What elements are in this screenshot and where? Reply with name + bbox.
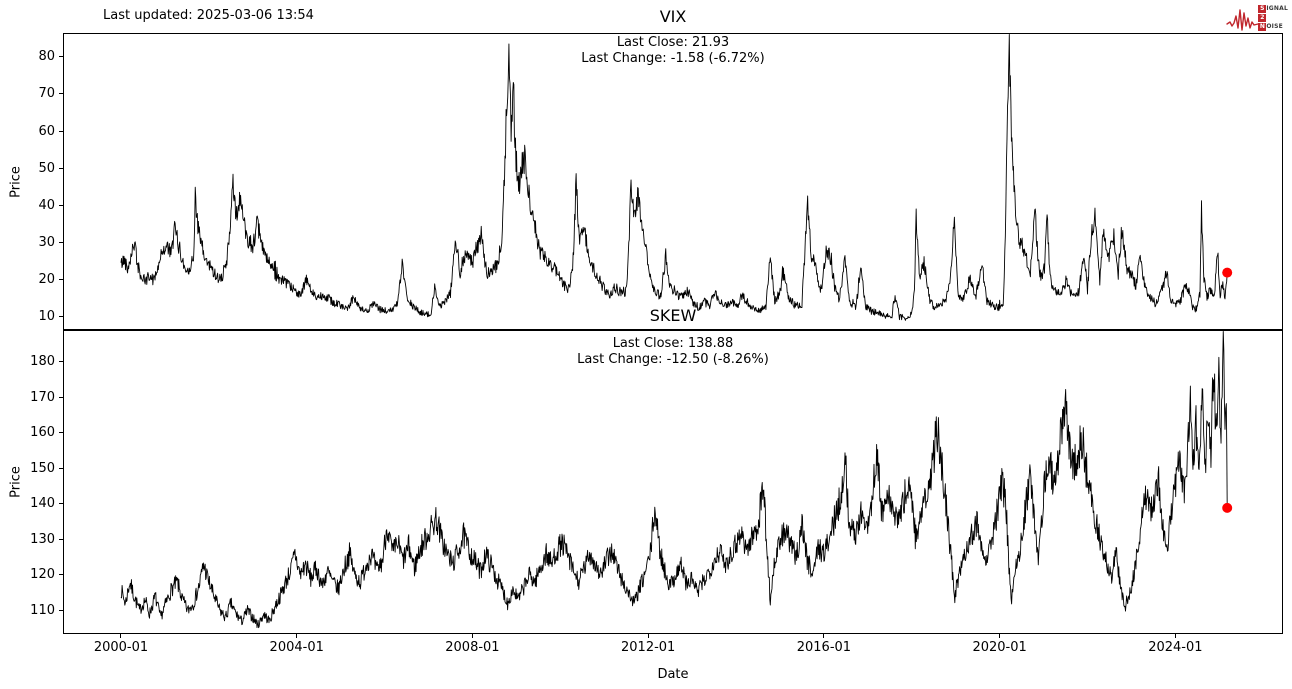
x-tick-mark: [1174, 634, 1176, 638]
y-tick-label: 110: [30, 603, 55, 619]
y-tick-label: 40: [38, 197, 55, 213]
x-tick-label: 2008-01: [445, 640, 500, 655]
y-tick-mark: [59, 204, 63, 206]
y-tick-mark: [59, 396, 63, 398]
y-tick-mark: [59, 432, 63, 434]
x-tick-label: 2000-01: [93, 640, 149, 655]
y-tick-label: 150: [30, 460, 55, 476]
x-tick-mark: [823, 634, 825, 638]
y-tick-mark: [59, 361, 63, 363]
y-tick-mark: [59, 242, 63, 244]
x-tick-mark: [471, 634, 473, 638]
y-tick-label: 120: [30, 567, 55, 583]
y-tick-mark: [59, 167, 63, 169]
y-tick-label: 10: [38, 309, 55, 325]
y-tick-mark: [59, 503, 63, 505]
last-updated-label: Last updated: 2025-03-06 13:54: [103, 8, 314, 23]
logo-row-signal: S IGNAL: [1258, 5, 1288, 13]
skew-plot-area: [63, 330, 1283, 634]
heartbeat-icon: [1226, 9, 1260, 31]
x-tick-label: 2004-01: [269, 640, 324, 655]
logo-wordmark: S IGNAL 2 N OISE: [1258, 5, 1288, 31]
logo-badge-2: 2: [1258, 14, 1267, 22]
logo-row-2: 2: [1258, 14, 1288, 22]
x-tick-mark: [120, 634, 122, 638]
vix-plot-area: [63, 33, 1283, 330]
y-tick-label: 60: [38, 123, 55, 139]
x-tick-mark: [296, 634, 298, 638]
x-tick-label: 2016-01: [796, 640, 852, 655]
vix-chart-canvas: [63, 33, 1283, 330]
y-tick-label: 180: [30, 354, 55, 370]
y-tick-label: 70: [38, 86, 55, 102]
y-tick-mark: [59, 56, 63, 58]
x-tick-label: 2020-01: [972, 640, 1027, 655]
skew-chart-canvas: [63, 330, 1283, 634]
x-tick-label: 2024-01: [1148, 640, 1203, 655]
y-tick-label: 50: [38, 160, 55, 176]
y-tick-label: 160: [30, 425, 55, 441]
y-tick-mark: [59, 538, 63, 540]
x-tick-label: 2012-01: [621, 640, 676, 655]
y-tick-label: 140: [30, 496, 55, 512]
x-tick-mark: [647, 634, 649, 638]
y-tick-mark: [59, 467, 63, 469]
x-tick-mark: [999, 634, 1001, 638]
logo-badge-n: N: [1258, 23, 1267, 31]
y-tick-mark: [59, 279, 63, 281]
y-tick-label: 130: [30, 531, 55, 547]
y-tick-mark: [59, 316, 63, 318]
y-tick-label: 30: [38, 235, 55, 251]
vix-title: VIX: [659, 7, 687, 26]
y-tick-label: 170: [30, 389, 55, 405]
y-tick-label: 80: [38, 49, 55, 65]
x-axis-label: Date: [657, 667, 689, 682]
y-tick-mark: [59, 93, 63, 95]
y-tick-mark: [59, 130, 63, 132]
y-tick-mark: [59, 574, 63, 576]
logo-row-noise: N OISE: [1258, 23, 1283, 31]
y-tick-mark: [59, 610, 63, 612]
logo-badge-s: S: [1258, 5, 1267, 13]
y-tick-label: 20: [38, 272, 55, 288]
signal2noise-logo: S IGNAL 2 N OISE: [1226, 3, 1288, 33]
